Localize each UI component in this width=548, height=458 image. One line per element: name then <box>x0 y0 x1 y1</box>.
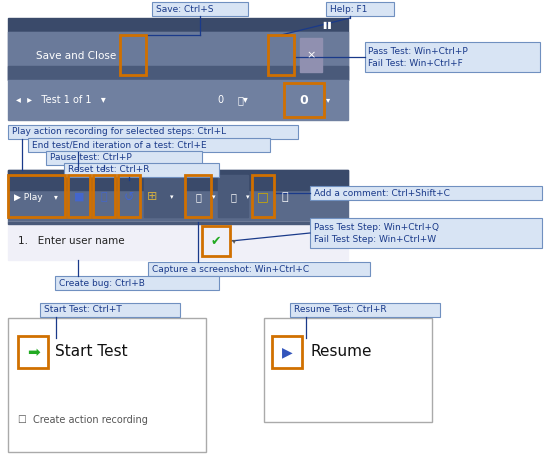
Text: ▾: ▾ <box>232 236 236 245</box>
Text: ✔: ✔ <box>211 234 221 247</box>
Text: Help: F1: Help: F1 <box>330 5 367 13</box>
FancyBboxPatch shape <box>8 170 348 190</box>
Text: 1.   Enter user name: 1. Enter user name <box>18 236 124 246</box>
Text: ↺: ↺ <box>124 191 134 203</box>
Text: ◂  ▸   Test 1 of 1   ▾: ◂ ▸ Test 1 of 1 ▾ <box>16 95 106 105</box>
Text: ➡: ➡ <box>27 344 39 360</box>
Text: 🖇: 🖇 <box>282 192 289 202</box>
FancyBboxPatch shape <box>8 32 348 80</box>
FancyBboxPatch shape <box>8 125 298 139</box>
FancyBboxPatch shape <box>148 262 370 276</box>
Text: ▶ Play: ▶ Play <box>14 192 43 202</box>
Text: Resume Test: Ctrl+R: Resume Test: Ctrl+R <box>294 305 387 315</box>
Text: Create bug: Ctrl+B: Create bug: Ctrl+B <box>59 278 145 288</box>
FancyBboxPatch shape <box>144 175 184 217</box>
Text: Start Test: Start Test <box>55 344 128 360</box>
Text: ☐  Create action recording: ☐ Create action recording <box>18 415 148 425</box>
FancyBboxPatch shape <box>40 303 180 317</box>
Text: ▐▐: ▐▐ <box>320 22 331 28</box>
Text: 0: 0 <box>300 93 309 107</box>
FancyBboxPatch shape <box>8 318 206 452</box>
FancyBboxPatch shape <box>8 80 348 120</box>
Text: ▾: ▾ <box>246 194 249 200</box>
FancyBboxPatch shape <box>8 32 348 80</box>
FancyBboxPatch shape <box>8 18 348 32</box>
Text: Save and Close: Save and Close <box>36 51 116 61</box>
Text: 🖥: 🖥 <box>230 192 236 202</box>
FancyBboxPatch shape <box>310 218 542 248</box>
Text: 🖇: 🖇 <box>238 95 244 105</box>
FancyBboxPatch shape <box>152 2 248 16</box>
FancyBboxPatch shape <box>264 318 432 422</box>
FancyBboxPatch shape <box>55 276 219 290</box>
Text: ▾: ▾ <box>170 194 174 200</box>
Text: ⊞: ⊞ <box>147 191 157 203</box>
Text: □: □ <box>257 191 269 203</box>
Text: ×: × <box>306 50 316 60</box>
Text: ⏸: ⏸ <box>101 192 107 202</box>
FancyBboxPatch shape <box>290 303 440 317</box>
FancyBboxPatch shape <box>28 138 270 152</box>
FancyBboxPatch shape <box>46 151 202 165</box>
FancyBboxPatch shape <box>8 66 348 80</box>
FancyBboxPatch shape <box>218 175 248 217</box>
Text: Pass Test Step: Win+Ctrl+Q: Pass Test Step: Win+Ctrl+Q <box>314 224 439 233</box>
Text: Reset test: Ctrl+R: Reset test: Ctrl+R <box>68 165 150 174</box>
Text: Resume: Resume <box>310 344 372 360</box>
Text: 0      ▾: 0 ▾ <box>218 95 248 105</box>
Text: ▾: ▾ <box>326 96 330 104</box>
Text: Pause test: Ctrl+P: Pause test: Ctrl+P <box>50 153 132 163</box>
FancyBboxPatch shape <box>8 222 348 260</box>
FancyBboxPatch shape <box>8 222 348 224</box>
Text: ▶: ▶ <box>282 345 292 359</box>
FancyBboxPatch shape <box>310 186 542 200</box>
FancyBboxPatch shape <box>365 42 540 72</box>
Text: 📷: 📷 <box>195 192 201 202</box>
Text: ■: ■ <box>74 192 84 202</box>
Text: Fail Test Step: Win+Ctrl+W: Fail Test Step: Win+Ctrl+W <box>314 235 436 245</box>
FancyBboxPatch shape <box>300 38 322 72</box>
FancyBboxPatch shape <box>326 2 394 16</box>
Text: Play action recording for selected steps: Ctrl+L: Play action recording for selected steps… <box>12 127 226 136</box>
Text: ▾: ▾ <box>212 194 215 200</box>
Text: End test/End iteration of a test: Ctrl+E: End test/End iteration of a test: Ctrl+E <box>32 141 207 149</box>
Text: Fail Test: Win+Ctrl+F: Fail Test: Win+Ctrl+F <box>368 60 463 69</box>
Text: ▾: ▾ <box>54 192 58 202</box>
FancyBboxPatch shape <box>64 163 219 177</box>
Text: Pass Test: Win+Ctrl+P: Pass Test: Win+Ctrl+P <box>368 48 468 56</box>
FancyBboxPatch shape <box>8 170 348 222</box>
Text: Capture a screenshot: Win+Ctrl+C: Capture a screenshot: Win+Ctrl+C <box>152 265 309 273</box>
Text: Add a comment: Ctrl+Shift+C: Add a comment: Ctrl+Shift+C <box>314 189 450 197</box>
Text: Start Test: Ctrl+T: Start Test: Ctrl+T <box>44 305 122 315</box>
Text: Save: Ctrl+S: Save: Ctrl+S <box>156 5 214 13</box>
